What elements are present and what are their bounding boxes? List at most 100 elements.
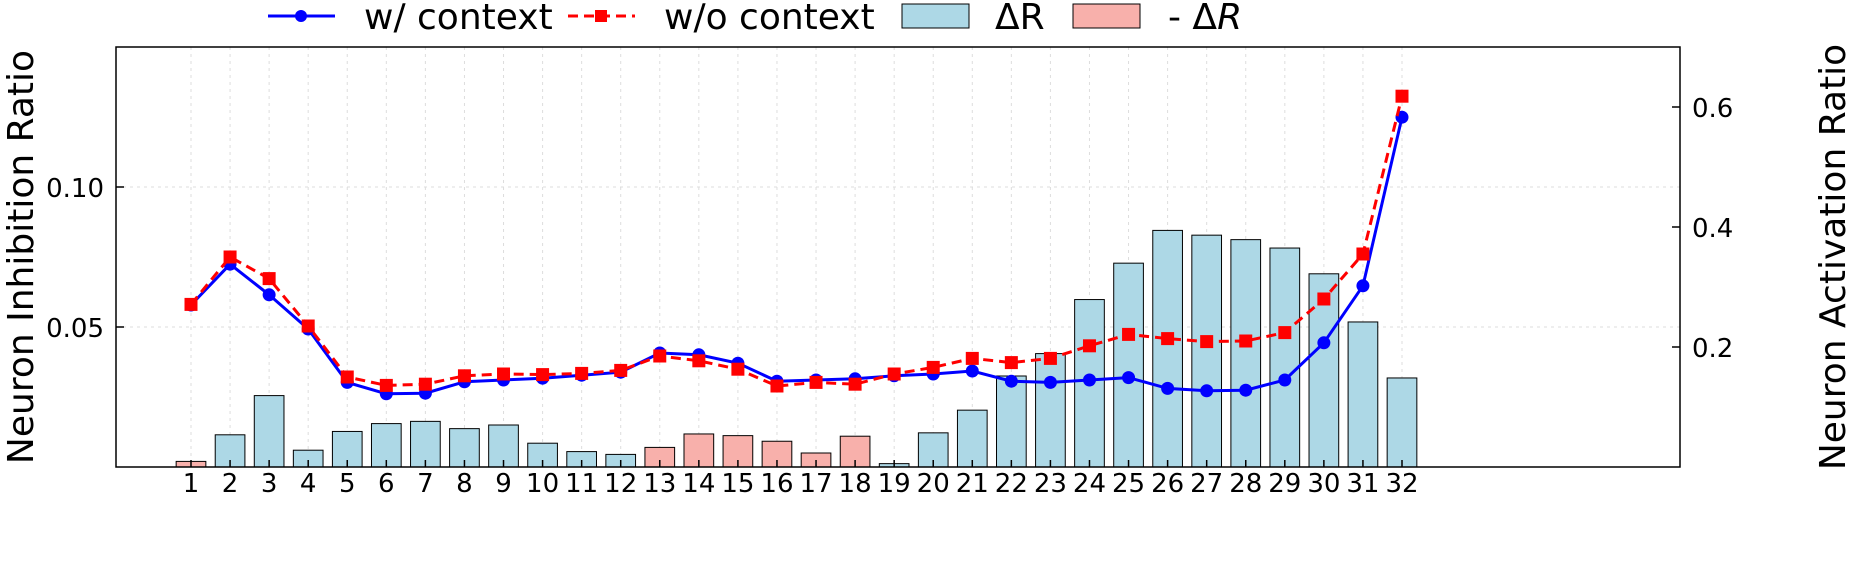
data-point xyxy=(379,378,393,392)
x-tick-label: 6 xyxy=(378,469,395,499)
legend-item-wo-context: w/o context xyxy=(568,0,875,38)
data-point xyxy=(1239,383,1253,397)
bar xyxy=(370,423,402,468)
bar xyxy=(1347,321,1379,468)
x-tick-label: 18 xyxy=(839,469,872,499)
data-point xyxy=(653,349,667,363)
y2-tick-label: 0.4 xyxy=(1692,214,1733,244)
gridlines xyxy=(116,47,1680,467)
bar xyxy=(253,395,285,468)
x-tick-label: 28 xyxy=(1229,469,1262,499)
data-point xyxy=(497,367,511,381)
legend-item-w-context: w/ context xyxy=(268,0,553,38)
data-point xyxy=(1278,326,1292,340)
data-point xyxy=(809,375,823,389)
bars-group xyxy=(175,229,1418,468)
data-point xyxy=(1004,356,1018,370)
legend-label-delta-r: ΔR xyxy=(995,0,1045,38)
legend-item-delta-r: ΔR xyxy=(901,0,1045,38)
bar xyxy=(1386,377,1418,468)
x-tick-label: 2 xyxy=(222,469,239,499)
x-tick-label: 24 xyxy=(1073,469,1106,499)
x-tick-label: 1 xyxy=(183,469,200,499)
legend-label-w-context: w/ context xyxy=(364,0,553,38)
data-point xyxy=(1122,327,1136,341)
x-tick-label: 5 xyxy=(339,469,356,499)
x-tick-label: 32 xyxy=(1385,469,1418,499)
x-tick-label: 25 xyxy=(1112,469,1145,499)
x-tick-label: 14 xyxy=(682,469,715,499)
data-point xyxy=(418,377,432,391)
x-tick-label: 21 xyxy=(956,469,989,499)
x-tick-label: 15 xyxy=(721,469,754,499)
x-tick-label: 11 xyxy=(565,469,598,499)
x-tick-label: 22 xyxy=(995,469,1028,499)
data-point xyxy=(1200,335,1214,349)
data-point xyxy=(1395,89,1409,103)
x-tick-label: 26 xyxy=(1151,469,1184,499)
data-point xyxy=(575,366,589,380)
y-axis-label-right: Neuron Activation Ratio xyxy=(1813,44,1854,470)
x-tick-label: 19 xyxy=(878,469,911,499)
x-tick-label: 20 xyxy=(917,469,950,499)
data-point xyxy=(1317,336,1331,350)
lines-group xyxy=(184,89,1409,401)
y-tick-label: 0.05 xyxy=(46,314,104,344)
data-point xyxy=(1082,373,1096,387)
data-point xyxy=(262,272,276,286)
data-point xyxy=(1043,351,1057,365)
bar xyxy=(1230,239,1262,468)
data-point xyxy=(1356,247,1370,261)
data-point xyxy=(457,369,471,383)
x-tick-label: 9 xyxy=(495,469,512,499)
data-point xyxy=(340,370,354,384)
x-tick-label: 4 xyxy=(300,469,317,499)
data-point xyxy=(1239,334,1253,348)
x-tick-label: 12 xyxy=(604,469,637,499)
data-point xyxy=(184,297,198,311)
y-axis-label-left: Neuron Inhibition Ratio xyxy=(1,50,42,464)
data-point xyxy=(731,362,745,376)
bar xyxy=(956,409,988,468)
x-tick-label: 27 xyxy=(1190,469,1223,499)
x-tick-label: 8 xyxy=(456,469,473,499)
bar xyxy=(1152,229,1183,468)
data-point xyxy=(1278,373,1292,387)
legend-label-neg-delta-r: - ΔR xyxy=(1168,0,1242,38)
series-line xyxy=(189,95,1404,388)
data-point xyxy=(262,288,276,302)
data-point xyxy=(1043,375,1057,389)
x-tick-label: 16 xyxy=(760,469,793,499)
data-point xyxy=(1161,332,1175,346)
data-point xyxy=(614,363,628,377)
x-tick-label: 7 xyxy=(417,469,434,499)
x-tick-label: 13 xyxy=(643,469,676,499)
data-point xyxy=(536,368,550,382)
bar xyxy=(1035,353,1066,468)
bar xyxy=(1191,234,1223,468)
data-point xyxy=(1122,371,1136,385)
x-tick-label: 29 xyxy=(1268,469,1301,499)
data-point xyxy=(1161,381,1175,395)
y-tick-label: 0.10 xyxy=(46,174,104,204)
x-tick-label: 3 xyxy=(261,469,278,499)
data-point xyxy=(1082,339,1096,353)
bar xyxy=(1113,262,1144,468)
data-point xyxy=(223,250,237,264)
data-point xyxy=(1004,374,1018,388)
data-point xyxy=(887,367,901,381)
series-line xyxy=(189,116,1404,396)
data-point xyxy=(1200,384,1214,398)
data-point xyxy=(1317,292,1331,306)
legend: w/ context w/o context ΔR - ΔR xyxy=(268,0,1242,38)
data-point xyxy=(965,364,979,378)
x-tick-label: 10 xyxy=(526,469,559,499)
data-point xyxy=(1356,279,1370,293)
data-point xyxy=(848,377,862,391)
data-point xyxy=(301,319,315,333)
bar xyxy=(1308,273,1340,468)
bar xyxy=(1269,247,1301,468)
legend-label-wo-context: w/o context xyxy=(664,0,875,38)
y2-tick-label: 0.6 xyxy=(1692,94,1733,124)
